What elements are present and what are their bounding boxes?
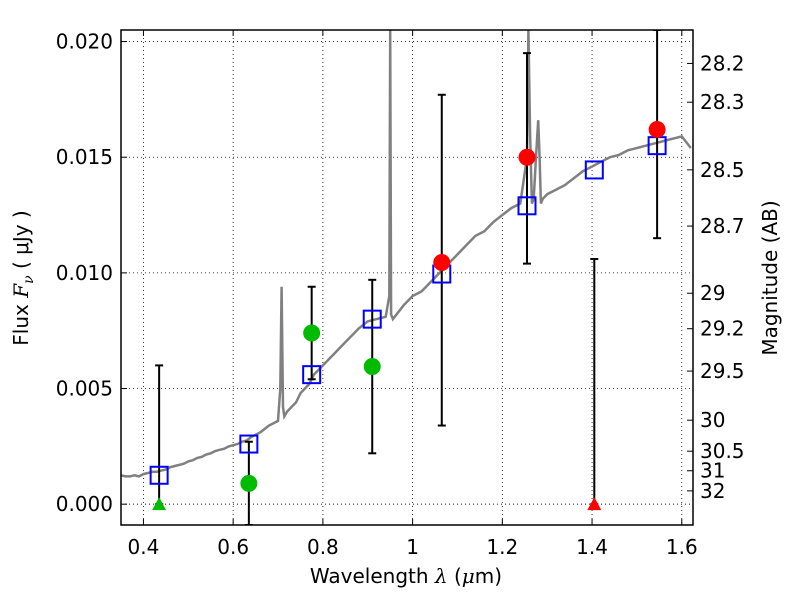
x-tick-label: 1.4: [576, 535, 608, 559]
plot-area: [121, 30, 692, 525]
mag-tick-label: 28.3: [700, 90, 745, 114]
mag-tick-label: 32: [700, 479, 725, 503]
data-point-red: [648, 120, 666, 138]
upper-limit-triangle: [152, 497, 167, 511]
mag-tick-label: 29: [700, 281, 725, 305]
data-point-red: [433, 253, 451, 271]
model-spectrum-line: [121, 30, 692, 478]
data-point-green: [240, 474, 258, 492]
x-tick-label: 0.6: [217, 535, 249, 559]
x-tick-label: 1: [406, 535, 419, 559]
x-tick-label: 0.4: [128, 535, 160, 559]
data-point-green: [363, 358, 381, 376]
x-axis-title: Wavelength λ (μm): [310, 564, 502, 588]
y-tick-label: 0.010: [56, 261, 113, 285]
model-point-square: [149, 465, 169, 485]
mag-tick-label: 28.7: [700, 214, 745, 238]
model-point-square: [302, 365, 322, 385]
mag-tick-label: 30.5: [700, 439, 745, 463]
y-tick-label: 0.020: [56, 30, 113, 54]
model-point-square: [584, 160, 604, 180]
axis-ticks: 0.4 0.6 0.8 1 1.2 1.4 1.6 0.000 0.005 0.010 0.015 0…: [56, 30, 745, 559]
mag-tick-label: 30: [700, 408, 725, 432]
y2-axis-title: Magnitude (AB): [758, 200, 782, 355]
x-tick-label: 1.2: [486, 535, 518, 559]
mag-tick-label: 31: [700, 459, 725, 483]
model-point-square: [362, 309, 382, 329]
data-point-red: [518, 148, 536, 166]
mag-tick-label: 29.2: [700, 317, 745, 341]
y-tick-label: 0.005: [56, 377, 113, 401]
x-tick-label: 1.6: [666, 535, 698, 559]
upper-limit-triangle: [587, 497, 602, 511]
mag-tick-label: 28.5: [700, 158, 745, 182]
model-point-square: [517, 196, 537, 216]
model-point-square: [239, 434, 259, 454]
x-tick-label: 0.8: [307, 535, 339, 559]
y-tick-label: 0.000: [56, 492, 113, 516]
data-point-green: [303, 324, 321, 342]
mag-tick-label: 29.5: [700, 359, 745, 383]
y-axis-title: Flux Fν ( μJy ): [9, 210, 37, 345]
plot-frame: [120, 29, 694, 526]
mag-tick-label: 28.2: [700, 51, 745, 75]
y-tick-label: 0.015: [56, 145, 113, 169]
